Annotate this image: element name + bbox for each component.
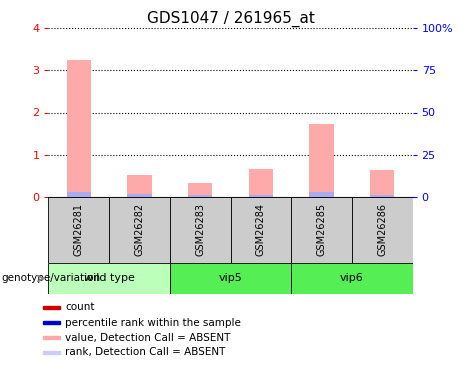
Bar bbox=[230, 197, 291, 262]
Bar bbox=[188, 183, 212, 197]
Bar bbox=[370, 195, 394, 197]
Bar bbox=[48, 197, 109, 262]
Text: GSM26284: GSM26284 bbox=[256, 203, 266, 256]
Bar bbox=[43, 321, 60, 324]
Bar bbox=[43, 336, 60, 339]
Bar bbox=[291, 262, 413, 294]
Text: rank, Detection Call = ABSENT: rank, Detection Call = ABSENT bbox=[65, 348, 226, 357]
Text: GSM26283: GSM26283 bbox=[195, 203, 205, 256]
Bar bbox=[127, 194, 152, 197]
Bar bbox=[127, 175, 152, 197]
Bar bbox=[248, 170, 273, 197]
Bar bbox=[309, 124, 334, 197]
Bar bbox=[43, 351, 60, 354]
Bar bbox=[309, 192, 334, 197]
Text: GSM26281: GSM26281 bbox=[74, 203, 84, 256]
Text: GSM26285: GSM26285 bbox=[317, 203, 326, 256]
Bar bbox=[291, 197, 352, 262]
Bar bbox=[352, 197, 413, 262]
Bar bbox=[188, 195, 212, 197]
Bar bbox=[48, 262, 170, 294]
Bar bbox=[370, 170, 394, 197]
Text: genotype/variation: genotype/variation bbox=[1, 273, 100, 284]
Bar bbox=[170, 262, 291, 294]
Bar bbox=[66, 60, 91, 197]
Text: wild type: wild type bbox=[83, 273, 135, 284]
Bar bbox=[66, 192, 91, 197]
Text: value, Detection Call = ABSENT: value, Detection Call = ABSENT bbox=[65, 333, 230, 342]
Title: GDS1047 / 261965_at: GDS1047 / 261965_at bbox=[147, 10, 314, 27]
Text: vip5: vip5 bbox=[219, 273, 242, 284]
Bar bbox=[109, 197, 170, 262]
Text: GSM26282: GSM26282 bbox=[135, 203, 144, 256]
Text: vip6: vip6 bbox=[340, 273, 364, 284]
Bar bbox=[43, 306, 60, 309]
Bar bbox=[170, 197, 230, 262]
Text: count: count bbox=[65, 303, 95, 312]
Text: GSM26286: GSM26286 bbox=[377, 203, 387, 256]
Bar bbox=[248, 195, 273, 197]
Text: percentile rank within the sample: percentile rank within the sample bbox=[65, 318, 241, 327]
